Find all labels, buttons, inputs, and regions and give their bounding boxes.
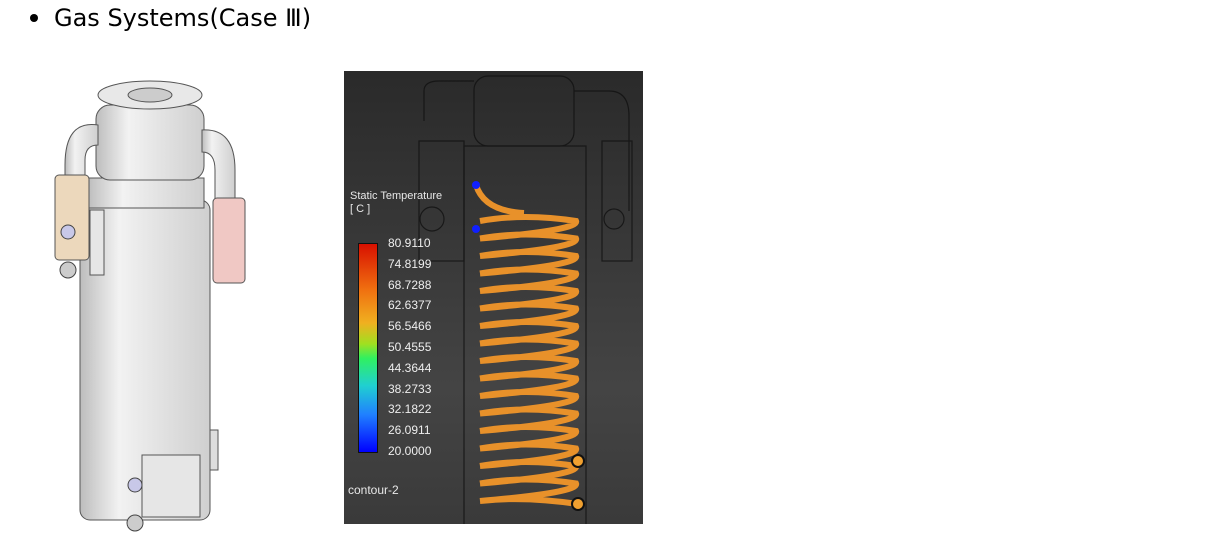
legend-tick: 20.0000 <box>388 444 432 458</box>
color-scale-bar <box>358 243 378 453</box>
legend-tick: 38.2733 <box>388 381 432 396</box>
contour-name: contour-2 <box>348 483 399 497</box>
coil-tube <box>473 183 579 507</box>
legend-tick: 80.9110 <box>388 236 431 250</box>
legend-tick: 74.8199 <box>388 256 432 271</box>
legend-tick: 68.7288 <box>388 277 432 292</box>
legend-tick: 44.3644 <box>388 360 432 375</box>
bullet-icon <box>30 14 38 22</box>
legend-title: Static Temperature <box>350 190 443 202</box>
section-heading: Gas Systems(Case Ⅲ) <box>30 4 311 32</box>
heading-text: Gas Systems(Case Ⅲ) <box>54 4 312 32</box>
coil-render <box>418 75 633 524</box>
legend-unit: [ C ] <box>350 203 371 215</box>
legend-tick: 62.6377 <box>388 298 432 313</box>
legend-tick: 50.4555 <box>388 340 432 354</box>
legend-tick: 26.0911 <box>388 423 431 438</box>
cad-model-image <box>54 80 246 532</box>
legend-tick: 56.5466 <box>388 319 432 334</box>
legend-tick: 32.1822 <box>388 402 432 417</box>
temperature-contour-image: Static Temperature [ C ] 80.9110 74.8199 6… <box>344 71 643 524</box>
